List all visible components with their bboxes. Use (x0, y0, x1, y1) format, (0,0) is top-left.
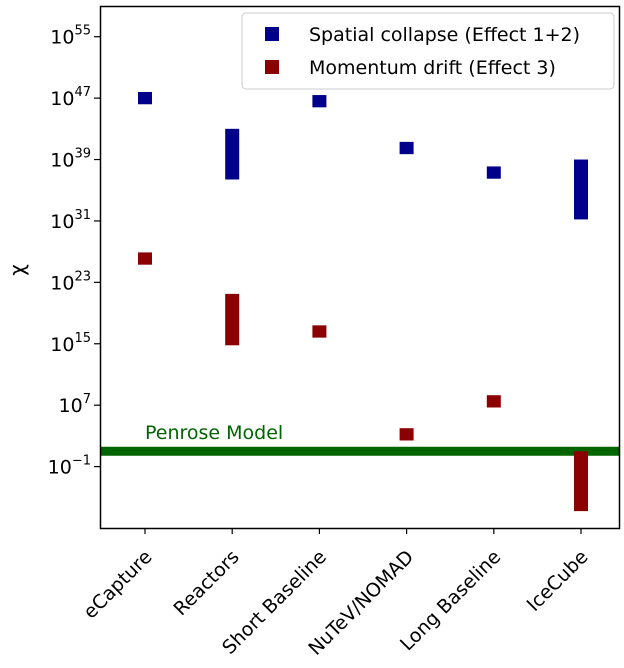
axes-frame (99, 5, 621, 530)
spatial-collapse-mark-0 (138, 91, 152, 105)
y-axis: 1055 1047 1039 1031 1023 1015 107 10−1 (48, 24, 100, 479)
y-tick-label-0: 1055 (50, 24, 91, 49)
x-tick-label-5: IceCube (523, 546, 593, 616)
legend-swatch-1 (265, 60, 279, 74)
y-tick-label-6: 107 (59, 392, 91, 417)
y-tick-label-5: 1015 (50, 331, 91, 356)
spatial-collapse-mark-1 (225, 128, 240, 180)
y-tick-label-4: 1023 (50, 269, 91, 294)
y-tick-label-3: 1031 (50, 208, 91, 233)
legend-swatch-0 (265, 27, 279, 41)
momentum-drift-mark-5 (574, 451, 588, 512)
spatial-collapse-mark-2 (312, 95, 327, 108)
legend-entry-1[interactable]: Momentum drift (Effect 3) (309, 57, 556, 79)
momentum-drift-mark-0 (138, 252, 152, 265)
momentum-drift-mark-3 (399, 428, 414, 441)
spatial-collapse-mark-3 (399, 141, 414, 155)
momentum-drift-mark-4 (486, 395, 501, 408)
spatial-collapse-mark-5 (574, 159, 588, 220)
penrose-model-label: Penrose Model (145, 422, 283, 444)
momentum-drift-mark-1 (225, 293, 240, 346)
legend-box (241, 12, 615, 90)
plot-area: Penrose Model (100, 91, 619, 512)
x-tick-label-0: eCapture (79, 546, 156, 623)
y-tick-label-1: 1047 (50, 85, 91, 110)
legend[interactable]: Spatial collapse (Effect 1+2) Momentum dr… (241, 12, 615, 90)
x-tick-label-1: Reactors (170, 546, 244, 620)
spatial-collapse-mark-4 (486, 166, 501, 179)
y-axis-label: χ (5, 264, 29, 276)
y-tick-label-2: 1039 (50, 147, 91, 172)
legend-entry-0[interactable]: Spatial collapse (Effect 1+2) (309, 24, 580, 46)
y-tick-label-7: 10−1 (48, 454, 91, 479)
momentum-drift-mark-2 (312, 325, 327, 338)
